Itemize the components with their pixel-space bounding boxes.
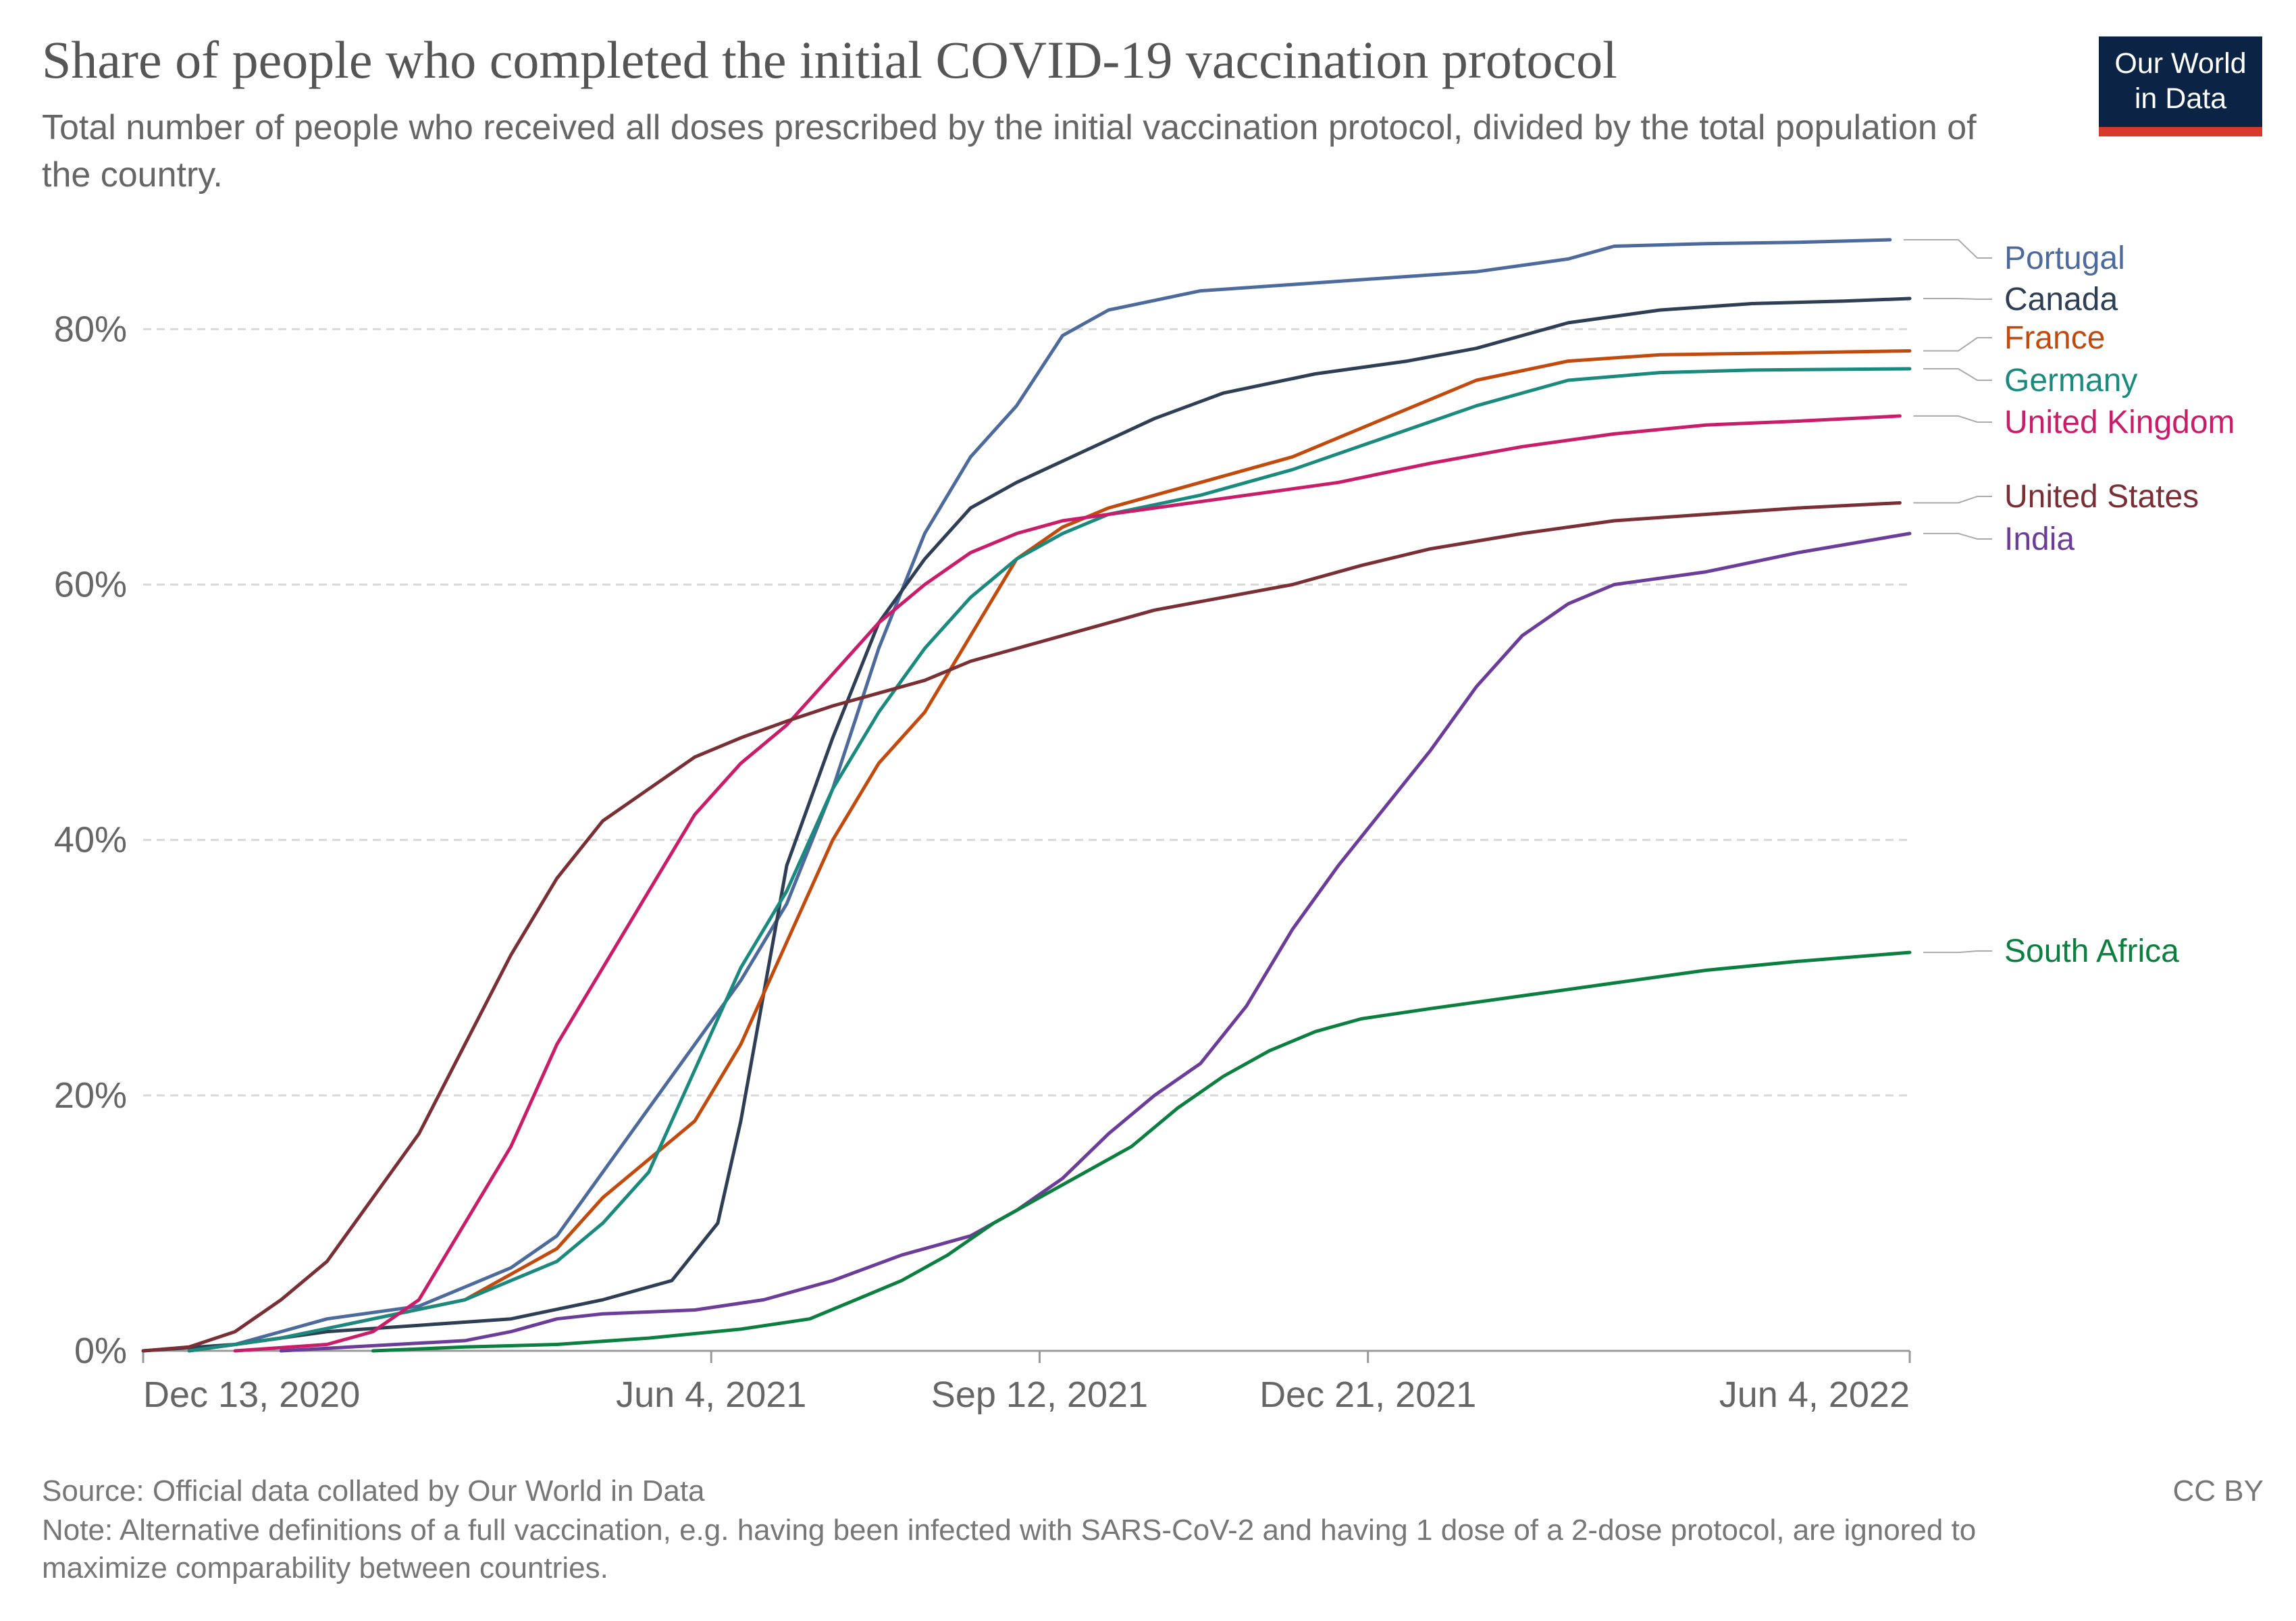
x-tick-label: Dec 13, 2020 [143, 1374, 360, 1415]
series-line-portugal[interactable] [187, 238, 1892, 1353]
x-tick-label: Dec 21, 2021 [1259, 1374, 1476, 1415]
series-label-india[interactable]: India [2004, 521, 2075, 557]
label-connector [1923, 950, 1992, 954]
definition-note: Note: Alternative definitions of a full … [42, 1514, 1977, 1585]
y-tick-label: 60% [54, 565, 127, 605]
series-label-united-states[interactable]: United States [2004, 479, 2199, 515]
y-tick-label: 0% [74, 1331, 127, 1371]
series-line-india[interactable] [279, 532, 1912, 1353]
y-axis-ticks: 0% 20% 40% 60% 80% [54, 309, 127, 1371]
label-connector [1923, 337, 1992, 352]
owid-logo[interactable]: Our World in Data [2099, 36, 2262, 136]
chart-title: Share of people who completed the initia… [42, 30, 1617, 89]
x-tick-label: Jun 4, 2021 [616, 1374, 806, 1415]
series-label-united-kingdom[interactable]: United Kingdom [2004, 405, 2235, 440]
series-line-south-africa[interactable] [371, 950, 1912, 1353]
series-label-south-africa[interactable]: South Africa [2004, 933, 2179, 969]
y-tick-label: 20% [54, 1075, 127, 1116]
x-tick-label: Sep 12, 2021 [931, 1374, 1148, 1415]
grid-lines [143, 328, 1910, 1097]
series-line-germany[interactable] [187, 367, 1912, 1353]
license-link[interactable]: CC BY [2172, 1474, 2264, 1508]
label-connector [1923, 532, 1992, 540]
series-line-canada[interactable] [141, 297, 1912, 1353]
logo-text: Our World in Data [2114, 47, 2247, 115]
x-axis: Dec 13, 2020 Jun 4, 2021 Sep 12, 2021 Dec 2… [142, 1349, 1911, 1415]
label-connector [1913, 496, 1992, 504]
series-line-united-kingdom[interactable] [233, 414, 1902, 1353]
label-connector [1923, 367, 1992, 381]
logo-accent-bar [2099, 127, 2262, 136]
series-label-germany[interactable]: Germany [2004, 363, 2137, 398]
label-connector [1903, 239, 1992, 259]
series-lines [141, 238, 1912, 1353]
series-line-united-states[interactable] [141, 501, 1902, 1353]
label-connector [1913, 415, 1992, 423]
y-tick-label: 80% [54, 309, 127, 349]
series-label-canada[interactable]: Canada [2004, 282, 2118, 317]
series-label-portugal[interactable]: Portugal [2004, 240, 2125, 276]
y-tick-label: 40% [54, 820, 127, 860]
series-line-france[interactable] [187, 349, 1912, 1353]
series-label-france[interactable]: France [2004, 320, 2105, 356]
source-note: Source: Official data collated by Our Wo… [42, 1474, 705, 1508]
chart-subtitle: Total number of people who received all … [42, 108, 1977, 195]
x-tick-label: Jun 4, 2022 [1719, 1374, 1910, 1415]
